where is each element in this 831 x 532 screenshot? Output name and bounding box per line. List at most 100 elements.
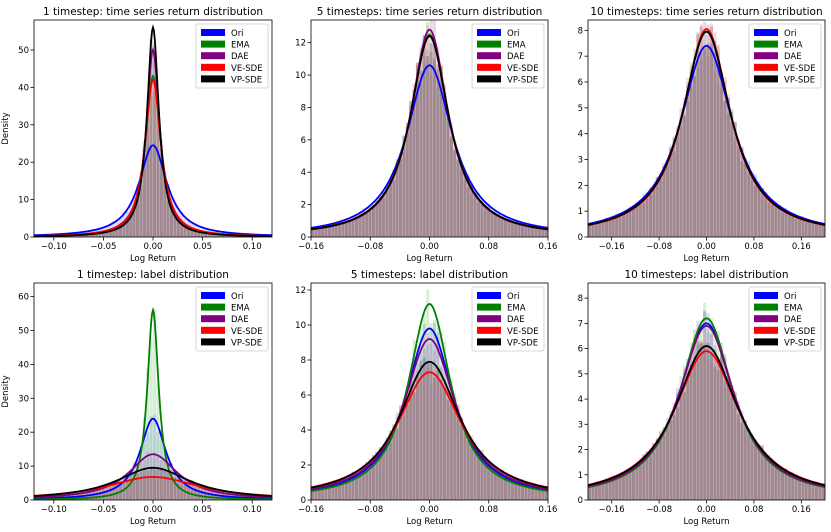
hist-bar-vp-sde — [753, 185, 757, 237]
legend-label-ori: Ori — [507, 292, 520, 302]
hist-bar-vp-sde — [531, 227, 535, 237]
y-tick-label: 4 — [578, 395, 583, 405]
hist-bar-ema — [459, 168, 464, 237]
hist-bar-ori — [611, 215, 615, 237]
hist-bar-ve-sde — [760, 445, 764, 500]
hist-bar-ori — [818, 222, 822, 237]
hist-bar-dae — [415, 370, 420, 500]
hist-bar-ve-sde — [808, 480, 812, 500]
hist-bar-ve-sde — [692, 72, 697, 237]
hist-bar-dae — [334, 225, 338, 237]
hist-bar-dae — [635, 468, 639, 500]
hist-bar-dae — [493, 471, 497, 500]
hist-bar-ema — [665, 428, 669, 500]
hist-bar-ema — [750, 433, 754, 500]
hist-bar-vp-sde — [395, 428, 399, 500]
hist-bar-ve-sde — [136, 478, 140, 500]
hist-bar-ve-sde — [672, 402, 676, 500]
hist-bar-vp-sde — [669, 149, 673, 237]
hist-bar-dae — [119, 225, 123, 237]
legend-swatch-dae — [477, 315, 501, 323]
hist-bar-ema — [531, 227, 535, 237]
hist-bar-ori — [706, 313, 710, 500]
hist-bar-ori — [476, 192, 480, 237]
hist-bar-dae — [78, 234, 82, 237]
hist-bar-ve-sde — [753, 442, 757, 500]
hist-bar-ori — [476, 455, 480, 500]
hist-bar-ema — [388, 439, 392, 500]
hist-bar-ori — [453, 398, 457, 500]
hist-bar-ve-sde — [368, 464, 372, 500]
hist-bar-dae — [331, 225, 335, 237]
hist-bar-vp-sde — [730, 111, 734, 237]
hist-bar-ve-sde — [760, 197, 764, 237]
hist-bar-ema — [402, 147, 406, 237]
hist-bar-ori — [378, 197, 382, 237]
hist-bar-ori — [665, 422, 669, 500]
hist-bar-vp-sde — [632, 205, 636, 237]
hist-bar-ori — [534, 488, 538, 500]
hist-bar-dae — [604, 482, 609, 500]
hist-bar-vp-sde — [730, 385, 734, 500]
hist-bar-dae — [679, 394, 683, 500]
hist-bar-dae — [733, 391, 737, 500]
hist-bar-vp-sde — [591, 484, 595, 500]
hist-bar-ve-sde — [112, 227, 116, 237]
hist-bar-dae — [351, 220, 355, 237]
hist-bar-ve-sde — [679, 394, 683, 500]
hist-bar-ema — [611, 217, 615, 237]
hist-bar-vp-sde — [459, 425, 464, 500]
hist-bar-dae — [544, 488, 548, 500]
hist-bar-ve-sde — [388, 181, 392, 237]
hist-bar-vp-sde — [692, 362, 697, 500]
legend-label-vp-sde: VP-SDE — [507, 75, 538, 85]
hist-bar-ve-sde — [743, 424, 747, 500]
hist-bar-ori — [490, 210, 494, 237]
hist-bar-ve-sde — [402, 151, 406, 237]
y-tick-label: 10 — [295, 321, 306, 331]
hist-bar-ori — [750, 174, 754, 237]
hist-bar-ema — [689, 62, 693, 237]
hist-bar-ve-sde — [679, 125, 683, 237]
hist-bar-ori — [351, 475, 355, 500]
hist-bar-dae — [146, 97, 150, 237]
hist-bar-dae — [659, 177, 663, 237]
legend-swatch-ve-sde — [754, 326, 778, 334]
hist-bar-ve-sde — [713, 349, 717, 500]
hist-bar-ve-sde — [500, 469, 504, 500]
hist-bar-dae — [784, 472, 788, 500]
hist-bar-ori — [490, 471, 494, 500]
hist-bar-vp-sde — [395, 163, 399, 237]
hist-bar-ema — [520, 485, 524, 500]
hist-bar-ve-sde — [747, 175, 751, 237]
legend-label-ve-sde: VE-SDE — [507, 327, 539, 337]
hist-bar-ve-sde — [473, 193, 477, 237]
hist-bar-ve-sde — [740, 411, 744, 500]
hist-bar-ori — [378, 451, 382, 500]
hist-bar-ve-sde — [750, 436, 754, 500]
hist-bar-dae — [821, 485, 825, 500]
hist-bar-ema — [187, 493, 191, 500]
hist-bar-ve-sde — [436, 366, 440, 500]
hist-bar-dae — [317, 227, 321, 237]
hist-bar-ema — [594, 484, 598, 500]
hist-bar-dae — [703, 21, 707, 237]
hist-bar-vp-sde — [517, 479, 521, 500]
hist-bar-ori — [672, 415, 676, 500]
hist-bar-vp-sde — [648, 187, 653, 237]
hist-bar-ori — [720, 90, 724, 237]
hist-bar-vp-sde — [541, 228, 545, 237]
hist-bar-ori — [794, 479, 798, 500]
hist-bar-dae — [723, 354, 727, 500]
hist-bar-dae — [466, 435, 470, 500]
hist-bar-ema — [108, 494, 112, 500]
hist-bar-ema — [149, 96, 153, 237]
hist-bar-dae — [392, 175, 396, 237]
hist-bar-vp-sde — [608, 219, 612, 237]
hist-bar-vp-sde — [453, 150, 457, 237]
hist-bar-vp-sde — [446, 400, 450, 500]
hist-bar-ve-sde — [706, 34, 710, 237]
hist-bar-ve-sde — [344, 478, 348, 500]
hist-bar-ema — [193, 495, 197, 500]
hist-bar-ve-sde — [757, 188, 761, 237]
